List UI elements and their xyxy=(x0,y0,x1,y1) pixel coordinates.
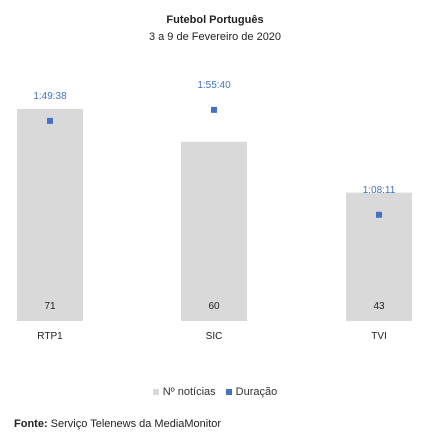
legend-item-duracao: Duração xyxy=(225,386,278,398)
legend-item-noticias: Nº notícias xyxy=(152,386,216,398)
source-note: Fonte: Serviço Telenews da MediaMonitor xyxy=(14,418,221,430)
legend-swatch-noticias xyxy=(152,389,159,395)
bar-rtp1 xyxy=(17,108,83,321)
legend-label-noticias: Nº notícias xyxy=(162,386,216,398)
bar-value-label-sic: 60 xyxy=(208,301,220,312)
bar-value-label-tvi: 43 xyxy=(373,301,385,312)
duration-marker-sic xyxy=(211,106,217,113)
legend-swatch-duracao xyxy=(225,389,232,395)
duration-label-rtp1: 1:49:38 xyxy=(33,91,67,102)
duration-marker-tvi xyxy=(376,211,382,218)
x-tick-label-rtp1: RTP1 xyxy=(37,331,63,342)
chart-subtitle: 3 a 9 de Fevereiro de 2020 xyxy=(149,31,281,43)
duration-marker-rtp1 xyxy=(47,117,53,124)
source-label: Fonte: xyxy=(14,418,48,430)
x-tick-label-tvi: TVI xyxy=(371,331,387,342)
bar-sic xyxy=(181,141,247,321)
duration-label-sic: 1:55:40 xyxy=(197,80,231,91)
source-text: Serviço Telenews da MediaMonitor xyxy=(50,418,222,430)
chart-title: Futebol Português xyxy=(166,14,263,26)
duration-label-tvi: 1:08:11 xyxy=(363,185,396,196)
bar-value-label-rtp1: 71 xyxy=(44,301,56,312)
legend: Nº notícias Duração xyxy=(0,384,430,400)
x-tick-label-sic: SIC xyxy=(206,331,223,342)
legend-label-duracao: Duração xyxy=(235,386,278,398)
